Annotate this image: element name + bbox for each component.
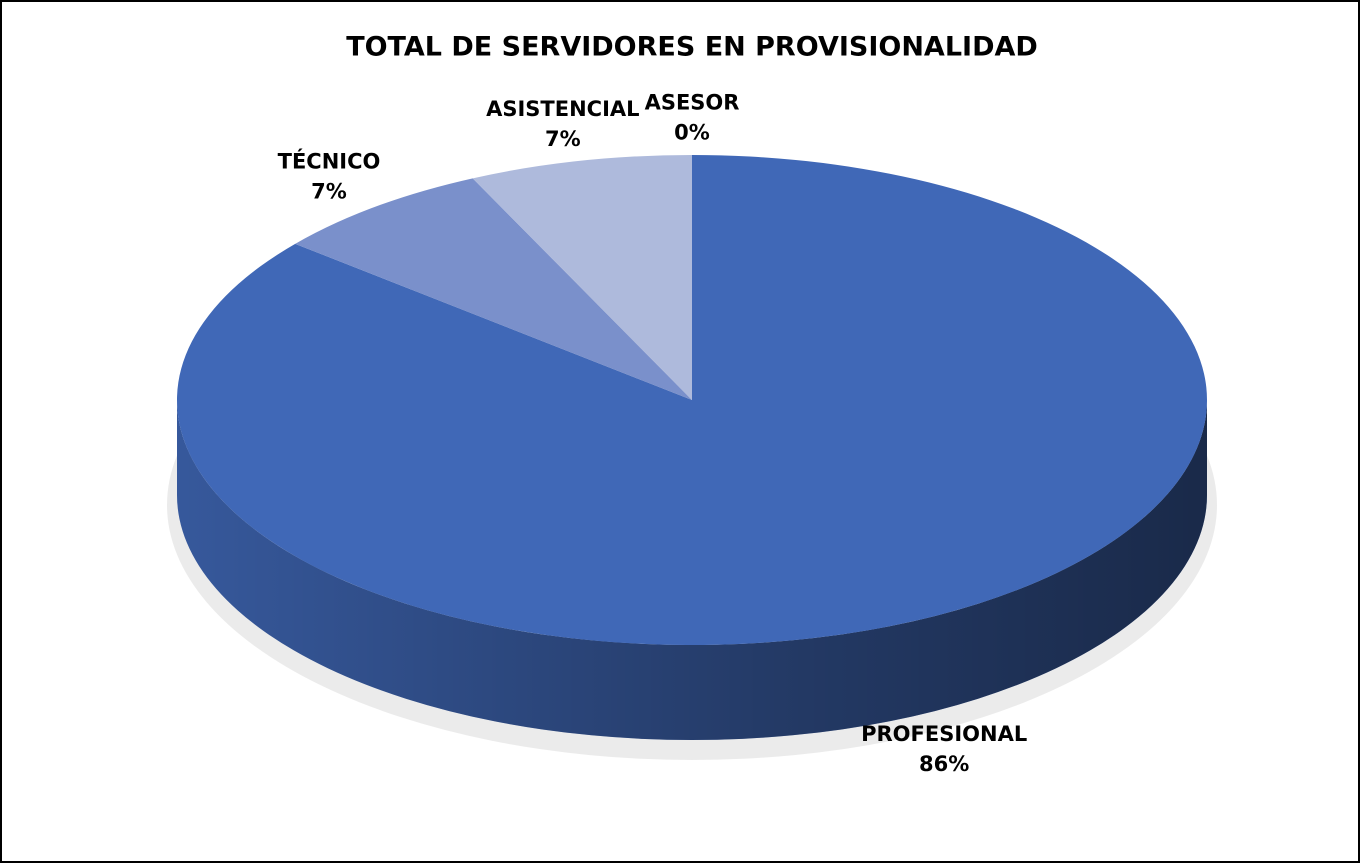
chart-title: TOTAL DE SERVIDORES EN PROVISIONALIDAD: [346, 32, 1038, 63]
data-label-category: PROFESIONAL: [861, 722, 1027, 746]
data-label-value: 86%: [919, 752, 969, 776]
data-label-category: TÉCNICO: [278, 148, 381, 173]
data-label-value: 7%: [545, 127, 581, 151]
data-label-category: ASISTENCIAL: [486, 97, 639, 121]
data-label-category: ASESOR: [645, 90, 740, 114]
slice-side-shade: [177, 400, 1207, 740]
data-label-value: 0%: [674, 120, 710, 144]
slice: [295, 178, 692, 400]
slice: [176, 155, 1208, 646]
data-label-value: 7%: [311, 179, 347, 203]
slice: [472, 155, 692, 400]
